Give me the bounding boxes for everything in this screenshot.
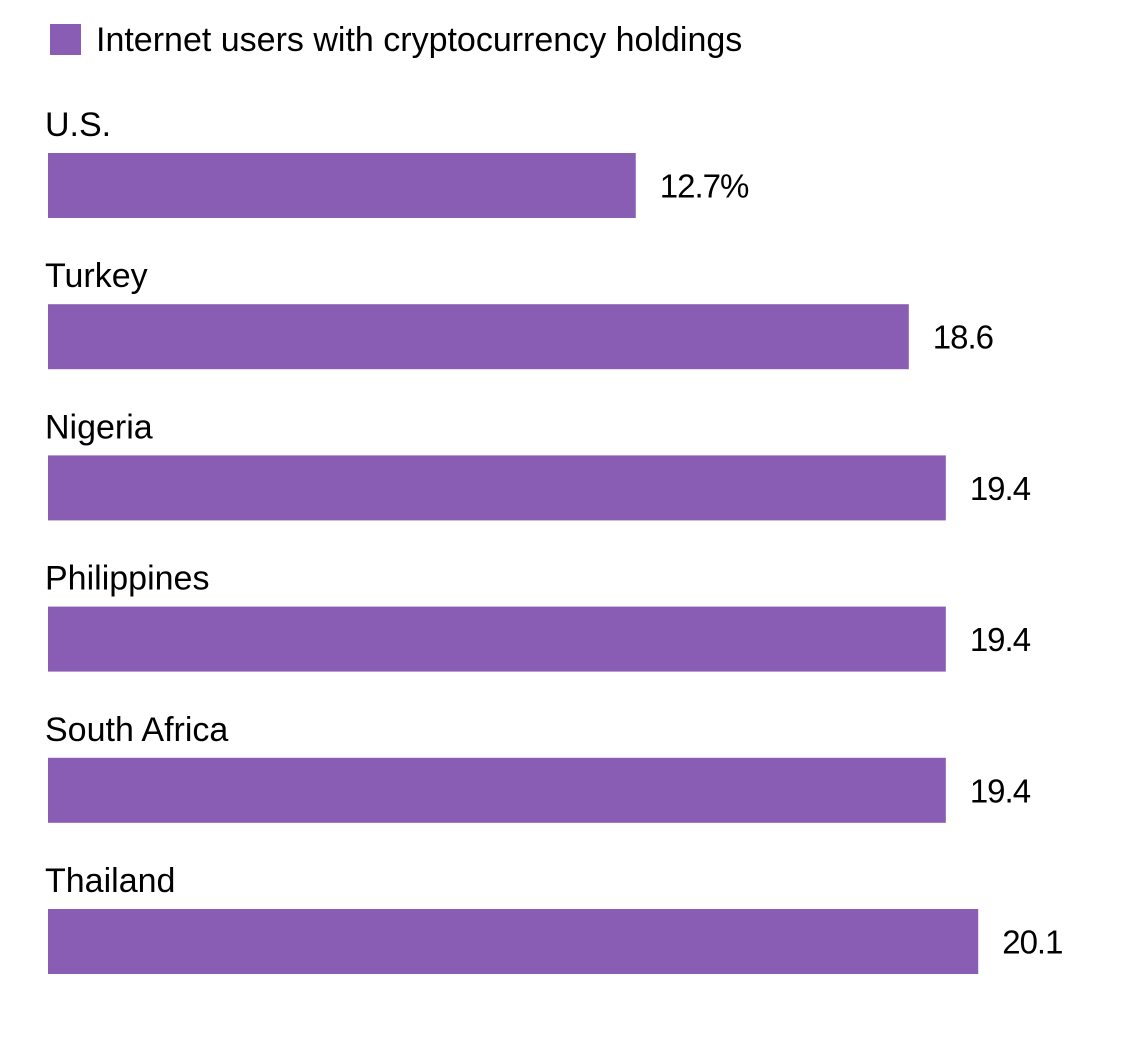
bar (48, 757, 946, 823)
category-label: Philippines (45, 560, 209, 598)
bar (48, 909, 979, 974)
data-label: 19.4 (970, 470, 1031, 507)
bar (48, 606, 946, 672)
legend-entry: Internet users with cryptocurrency holdi… (96, 21, 742, 59)
bar (48, 455, 946, 521)
data-label: 12.7% (660, 168, 749, 205)
bars: U.S. 12.7% Turkey 18.6 Nigeria 19.4 Philippine… (45, 106, 1063, 974)
data-label: 20.1 (1002, 924, 1062, 961)
legend-swatch (50, 24, 81, 55)
category-label: Thailand (45, 862, 175, 900)
bar (48, 304, 909, 370)
category-label: Nigeria (45, 408, 153, 446)
bar (48, 153, 636, 218)
category-label: Turkey (45, 257, 148, 295)
category-label: U.S. (45, 106, 111, 144)
data-label: 19.4 (970, 621, 1031, 658)
data-label: 18.6 (933, 319, 993, 356)
legend: Internet users with cryptocurrency holdi… (50, 21, 742, 59)
category-label: South Africa (45, 711, 228, 749)
data-label: 19.4 (970, 772, 1031, 809)
